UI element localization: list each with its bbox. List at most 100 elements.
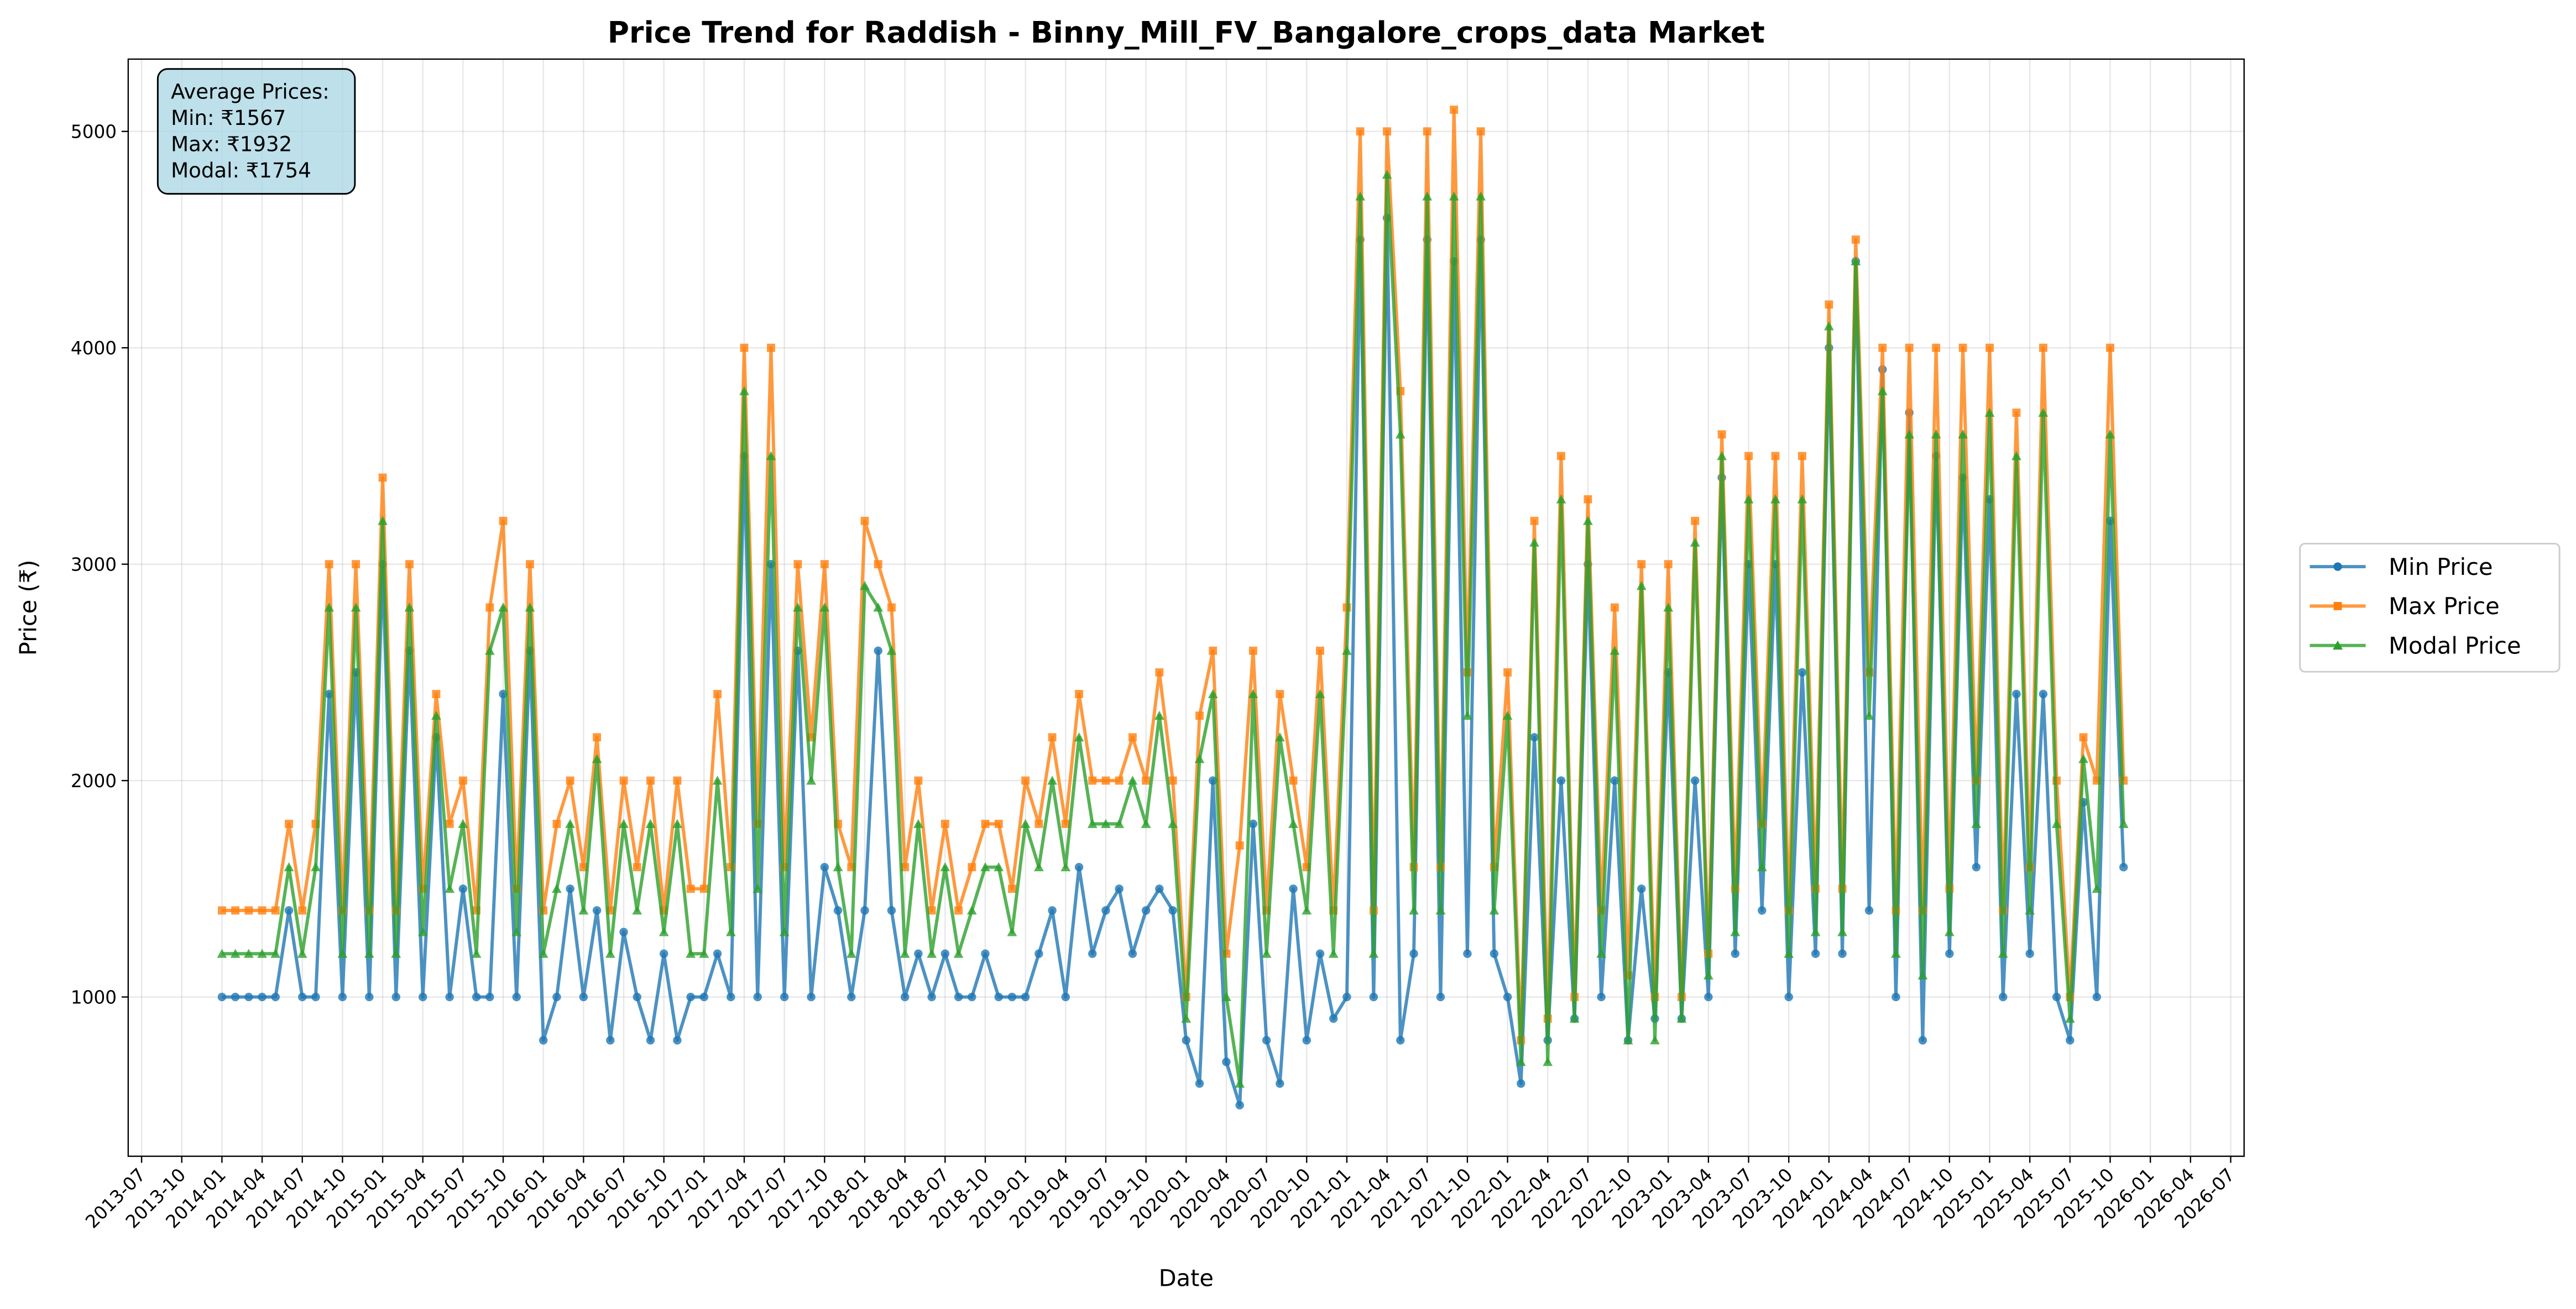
marker <box>1730 927 1741 936</box>
marker <box>900 992 910 1002</box>
marker <box>1798 668 1807 677</box>
marker <box>914 776 923 785</box>
marker <box>1784 949 1794 958</box>
marker <box>1985 343 1994 352</box>
marker <box>887 906 896 915</box>
marker <box>1810 927 1821 936</box>
marker <box>686 884 695 893</box>
marker <box>2092 883 2102 893</box>
marker <box>271 906 280 915</box>
marker <box>779 927 790 936</box>
marker <box>566 884 574 893</box>
marker <box>352 560 360 569</box>
marker <box>914 949 923 958</box>
marker <box>1823 321 1834 331</box>
marker <box>2065 1013 2075 1023</box>
marker <box>1261 949 1272 958</box>
marker <box>1597 992 1606 1002</box>
marker <box>686 992 695 1002</box>
marker <box>619 928 628 936</box>
marker <box>1021 992 1030 1002</box>
legend-label: Min Price <box>2389 553 2493 580</box>
marker <box>1529 537 1539 547</box>
marker <box>2025 905 2035 915</box>
marker <box>365 992 374 1002</box>
marker <box>1061 992 1070 1002</box>
marker <box>1288 819 1298 828</box>
marker <box>1798 452 1806 460</box>
marker <box>1342 992 1351 1002</box>
marker <box>792 603 803 612</box>
marker <box>1235 1078 1245 1088</box>
marker <box>2051 819 2062 828</box>
plot-frame <box>127 58 2245 1157</box>
marker <box>1060 862 1071 872</box>
marker <box>552 883 562 893</box>
marker <box>1168 906 1177 915</box>
marker <box>311 992 320 1002</box>
legend-label: Max Price <box>2389 593 2500 620</box>
marker <box>953 949 964 958</box>
marker <box>1958 343 1967 352</box>
marker <box>458 884 468 893</box>
marker <box>1450 106 1459 114</box>
marker <box>727 992 735 1002</box>
marker <box>1584 495 1592 504</box>
marker <box>1154 710 1164 720</box>
marker <box>1141 906 1151 915</box>
marker <box>645 819 656 828</box>
marker <box>378 473 387 482</box>
marker <box>659 949 668 958</box>
marker <box>1717 451 1727 460</box>
marker <box>1476 191 1486 201</box>
marker <box>1316 646 1324 655</box>
marker <box>1155 668 1164 677</box>
marker <box>1771 452 1780 460</box>
marker <box>1235 841 1244 850</box>
marker <box>298 906 307 915</box>
marker <box>1088 949 1097 958</box>
marker <box>1918 1036 1927 1045</box>
marker <box>1704 992 1713 1002</box>
marker <box>1289 884 1298 893</box>
marker <box>1248 819 1258 829</box>
marker <box>1917 970 1928 980</box>
marker <box>793 560 802 569</box>
marker <box>1984 407 1995 417</box>
marker <box>1503 668 1512 677</box>
marker <box>593 733 602 742</box>
y-tick-label: 4000 <box>71 338 117 359</box>
marker <box>1114 819 1125 828</box>
marker <box>699 949 709 958</box>
marker <box>1731 949 1740 958</box>
marker <box>1409 905 1419 915</box>
marker <box>471 949 482 958</box>
marker <box>485 992 494 1002</box>
marker <box>1690 537 1700 547</box>
marker <box>1770 494 1780 504</box>
marker <box>1837 927 1848 936</box>
marker <box>1328 949 1339 958</box>
marker <box>592 906 602 915</box>
marker <box>1248 646 1257 655</box>
marker <box>1141 819 1151 828</box>
marker <box>1556 494 1566 504</box>
annotation-text: Modal: ₹1754 <box>171 159 311 182</box>
marker <box>1744 452 1753 460</box>
legend: Min Price Max Price Modal Price <box>2299 542 2561 673</box>
marker <box>552 819 561 828</box>
marker <box>2079 733 2088 742</box>
marker <box>780 992 789 1002</box>
marker <box>1971 819 1982 828</box>
marker <box>1931 429 1941 439</box>
marker <box>1289 776 1298 785</box>
marker <box>1221 992 1231 1001</box>
marker <box>1851 256 1861 266</box>
marker <box>1435 905 1446 915</box>
marker <box>1743 494 1754 504</box>
legend-label: Modal Price <box>2389 632 2521 659</box>
marker <box>2105 429 2115 439</box>
marker <box>1462 710 1472 720</box>
marker <box>927 906 936 915</box>
marker <box>472 992 481 1002</box>
